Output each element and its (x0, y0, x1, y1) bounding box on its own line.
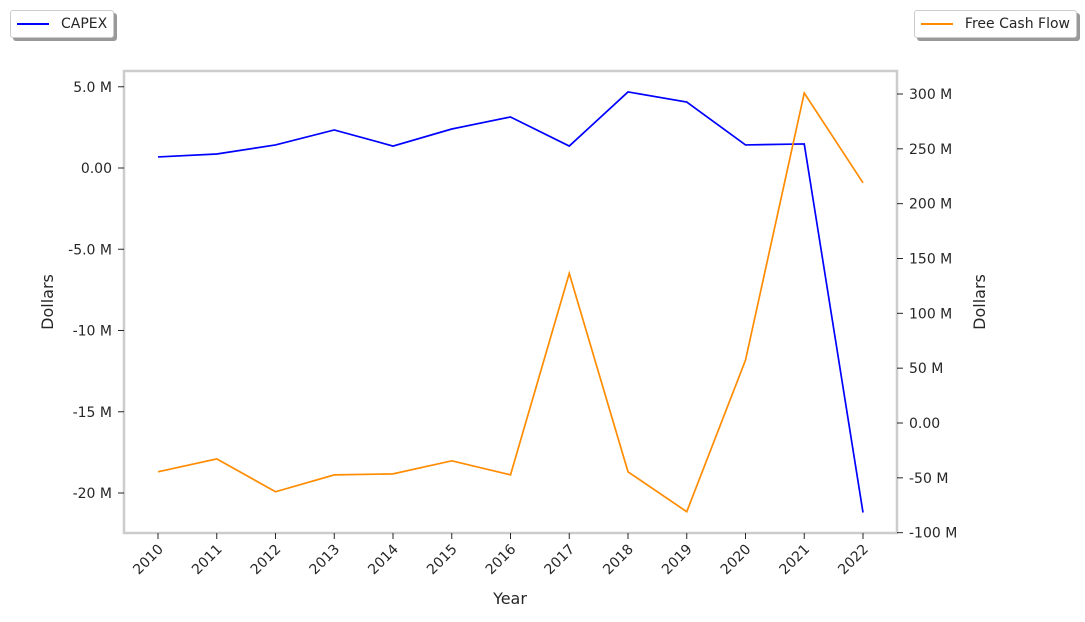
x-tick-label: 2011 (189, 542, 226, 579)
right-tick-label: 200 M (909, 197, 952, 213)
x-tick-label: 2013 (307, 542, 344, 579)
right-tick-label: 250 M (909, 142, 952, 158)
left-tick-label: -15 M (73, 405, 112, 421)
x-tick-label: 2017 (542, 542, 579, 579)
right-tick-label: 0.00 (909, 416, 940, 432)
right-tick-label: 50 M (909, 361, 943, 377)
x-tick-label: 2010 (130, 542, 167, 579)
right-tick-label: 300 M (909, 87, 952, 103)
legend-fcf: Free Cash Flow (913, 10, 1077, 38)
x-tick-label: 2016 (483, 541, 520, 578)
legend-capex: CAPEX (10, 10, 115, 38)
x-tick-label: 2018 (600, 542, 637, 579)
legend-label-fcf: Free Cash Flow (964, 16, 1070, 32)
x-tick-label: 2022 (835, 542, 872, 579)
x-tick-label: 2021 (777, 542, 814, 579)
left-axis-label: Dollars (38, 274, 57, 330)
series-line-free-cash-flow (157, 90, 864, 514)
x-tick-label: 2020 (718, 542, 755, 579)
legend-swatch-capex (17, 23, 49, 25)
x-tick-label: 2014 (365, 541, 402, 578)
left-tick-label: 5.0 M (73, 80, 112, 96)
x-tick-label: 2019 (659, 542, 696, 579)
right-tick-label: 150 M (909, 251, 952, 267)
legend-swatch-fcf (920, 23, 953, 25)
right-tick-label: -100 M (909, 526, 957, 542)
x-tick-label: 2015 (424, 542, 461, 579)
legend-label-capex: CAPEX (61, 16, 108, 32)
plot-frame (122, 69, 899, 535)
x-tick-label: 2012 (248, 542, 285, 579)
series-line-capex (157, 91, 864, 513)
right-tick-label: 100 M (909, 306, 952, 322)
right-axis-label: Dollars (970, 274, 989, 330)
left-tick-label: 0.00 (81, 161, 112, 177)
left-tick-label: -20 M (73, 486, 112, 502)
left-tick-label: -10 M (73, 324, 112, 340)
left-tick-label: -5.0 M (68, 242, 112, 258)
right-tick-label: -50 M (909, 471, 948, 487)
x-axis-label: Year (492, 589, 527, 608)
